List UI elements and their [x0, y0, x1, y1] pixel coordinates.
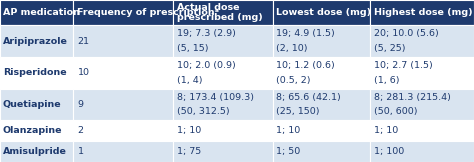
Text: Lowest dose (mg): Lowest dose (mg)	[276, 8, 372, 17]
Bar	[370, 120, 474, 141]
Bar	[73, 141, 173, 162]
Bar	[370, 25, 474, 57]
Bar	[173, 25, 273, 57]
Text: 10; 2.0 (0.9): 10; 2.0 (0.9)	[177, 61, 236, 70]
Bar	[173, 120, 273, 141]
Text: 8; 65.6 (42.1): 8; 65.6 (42.1)	[276, 93, 341, 102]
Text: (2, 10): (2, 10)	[276, 44, 308, 53]
Text: Risperidone: Risperidone	[3, 68, 66, 77]
Text: (5, 25): (5, 25)	[374, 44, 405, 53]
Text: 1; 75: 1; 75	[177, 147, 201, 156]
Bar	[73, 89, 173, 120]
Text: Highest dose (mg): Highest dose (mg)	[374, 8, 473, 17]
Text: (1, 6): (1, 6)	[374, 76, 400, 85]
Bar	[370, 89, 474, 120]
Bar	[0, 120, 73, 141]
Text: Olanzapine: Olanzapine	[3, 126, 63, 135]
Text: Aripiprazole: Aripiprazole	[3, 37, 68, 46]
Bar	[173, 0, 273, 25]
Text: 8; 173.4 (109.3): 8; 173.4 (109.3)	[177, 93, 254, 102]
Text: (50, 312.5): (50, 312.5)	[177, 107, 229, 116]
Text: Actual dose
prescribed (mg): Actual dose prescribed (mg)	[177, 3, 263, 22]
Bar	[273, 25, 370, 57]
Bar	[273, 141, 370, 162]
Text: 1; 50: 1; 50	[276, 147, 301, 156]
Bar	[0, 89, 73, 120]
Text: 1; 100: 1; 100	[374, 147, 404, 156]
Bar	[370, 57, 474, 89]
Text: (1, 4): (1, 4)	[177, 76, 202, 85]
Text: 19; 7.3 (2.9): 19; 7.3 (2.9)	[177, 29, 236, 38]
Text: Frequency of prescriptionᵃ: Frequency of prescriptionᵃ	[77, 8, 219, 17]
Text: 8; 281.3 (215.4): 8; 281.3 (215.4)	[374, 93, 451, 102]
Bar	[370, 141, 474, 162]
Bar	[73, 120, 173, 141]
Bar	[273, 57, 370, 89]
Bar	[73, 0, 173, 25]
Text: 21: 21	[77, 37, 90, 46]
Text: 1; 10: 1; 10	[374, 126, 398, 135]
Text: 1; 10: 1; 10	[177, 126, 201, 135]
Text: Amisulpride: Amisulpride	[3, 147, 67, 156]
Text: Quetiapine: Quetiapine	[3, 100, 62, 109]
Bar	[173, 141, 273, 162]
Bar	[0, 0, 73, 25]
Bar	[173, 57, 273, 89]
Text: AP medication: AP medication	[3, 8, 80, 17]
Bar	[0, 141, 73, 162]
Bar	[0, 57, 73, 89]
Text: (0.5, 2): (0.5, 2)	[276, 76, 311, 85]
Text: 19; 4.9 (1.5): 19; 4.9 (1.5)	[276, 29, 335, 38]
Text: 20; 10.0 (5.6): 20; 10.0 (5.6)	[374, 29, 438, 38]
Bar	[273, 89, 370, 120]
Text: (25, 150): (25, 150)	[276, 107, 320, 116]
Bar	[273, 0, 370, 25]
Text: 9: 9	[77, 100, 83, 109]
Bar	[73, 57, 173, 89]
Bar	[73, 25, 173, 57]
Bar	[273, 120, 370, 141]
Bar	[173, 89, 273, 120]
Text: 10; 2.7 (1.5): 10; 2.7 (1.5)	[374, 61, 433, 70]
Bar	[0, 25, 73, 57]
Text: 2: 2	[77, 126, 83, 135]
Text: (5, 15): (5, 15)	[177, 44, 209, 53]
Text: 10: 10	[77, 68, 90, 77]
Bar	[370, 0, 474, 25]
Text: 1: 1	[77, 147, 83, 156]
Text: 10; 1.2 (0.6): 10; 1.2 (0.6)	[276, 61, 335, 70]
Text: (50, 600): (50, 600)	[374, 107, 418, 116]
Text: 1; 10: 1; 10	[276, 126, 301, 135]
